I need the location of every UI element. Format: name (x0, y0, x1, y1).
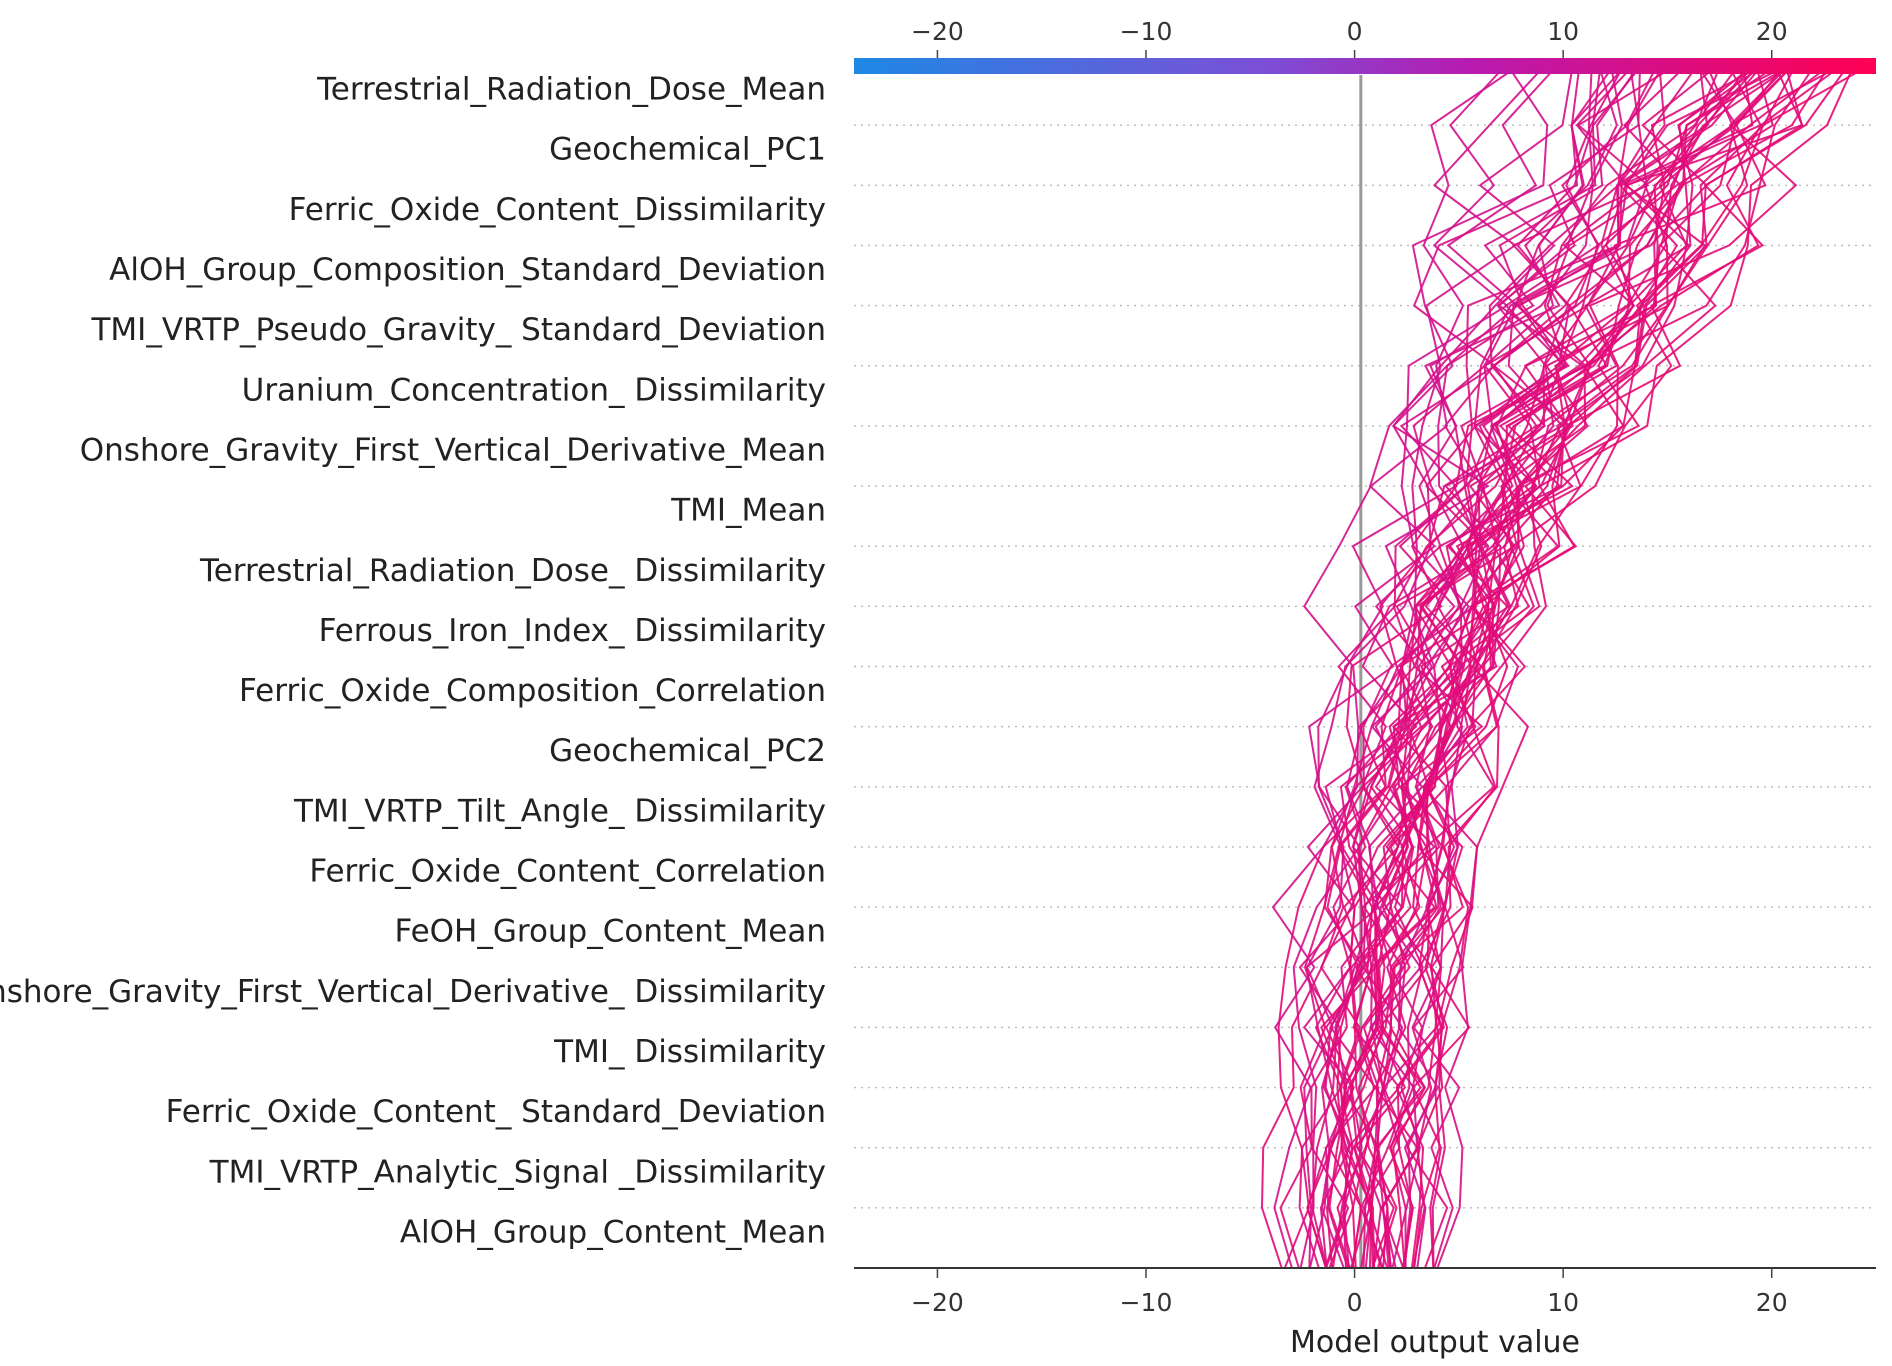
decision-path (1336, 64, 1831, 1269)
decision-path (1311, 64, 1754, 1269)
decision-path (1371, 64, 1641, 1269)
feature-label: Ferric_Oxide_Content_Correlation (309, 854, 826, 890)
decision-path (1412, 64, 1755, 1269)
decision-path (1271, 64, 1521, 1269)
feature-label: Ferrous_Iron_Index_ Dissimilarity (319, 613, 826, 649)
feature-label: TMI_VRTP_Analytic_Signal _Dissimilarity (209, 1154, 826, 1190)
feature-labels: Terrestrial_Radiation_Dose_Mean Geochemic… (0, 72, 826, 1251)
x-tick-label: 20 (1756, 1288, 1788, 1317)
decision-path (1303, 64, 1581, 1269)
decision-path (1292, 64, 1559, 1269)
decision-path (1260, 64, 1789, 1269)
decision-path (1374, 64, 1794, 1269)
decision-path (1322, 64, 1719, 1269)
decision-path (1277, 64, 1793, 1269)
x-axis-ticks: −20 −10 0 10 20 (911, 1268, 1788, 1317)
feature-label: TMI_VRTP_Pseudo_Gravity_ Standard_Deviat… (91, 312, 827, 348)
x-tick-label: −20 (911, 1288, 964, 1317)
top-tick-label: −10 (1120, 17, 1173, 46)
decision-path (1306, 64, 1790, 1269)
top-tick-label: 0 (1347, 17, 1363, 46)
feature-label: Uranium_Concentration_ Dissimilarity (242, 372, 826, 408)
feature-label: Onshore_Gravity_First_Vertical_Derivativ… (80, 432, 826, 468)
feature-label: TMI_VRTP_Tilt_Angle_ Dissimilarity (293, 793, 826, 829)
feature-label: TMI_ Dissimilarity (553, 1034, 826, 1070)
top-tick-label: 20 (1756, 17, 1788, 46)
decision-path (1351, 64, 1843, 1269)
decision-path (1279, 64, 1779, 1269)
decision-path (1375, 64, 1688, 1269)
decision-path (1375, 64, 1749, 1269)
decision-path (1422, 64, 1624, 1269)
colorbar (854, 58, 1876, 74)
decision-path (1362, 64, 1734, 1269)
top-tick-label: 10 (1547, 17, 1579, 46)
decision-path (1367, 64, 1549, 1269)
decision-path (1328, 64, 1764, 1269)
feature-label: AlOH_Group_Composition_Standard_Deviatio… (109, 252, 826, 288)
feature-label: Terrestrial_Radiation_Dose_Mean (316, 72, 826, 108)
decision-path (1310, 64, 1677, 1269)
feature-label: Terrestrial_Radiation_Dose_ Dissimilarit… (199, 553, 826, 589)
feature-label: Ferric_Oxide_Content_Dissimilarity (289, 192, 826, 228)
decision-path (1339, 64, 1740, 1269)
x-axis-title: Model output value (1290, 1325, 1580, 1360)
feature-label: Geochemical_PC1 (549, 132, 826, 168)
feature-label: Ferric_Oxide_Content_ Standard_Deviation (166, 1094, 826, 1130)
decision-path (1357, 64, 1594, 1269)
decision-path (1328, 64, 1756, 1269)
feature-label: Onshore_Gravity_First_Vertical_Derivativ… (0, 974, 826, 1010)
feature-label: TMI_Mean (670, 493, 826, 529)
feature-label: Ferric_Oxide_Composition_Correlation (239, 673, 826, 709)
x-tick-label: 0 (1347, 1288, 1363, 1317)
feature-label: Geochemical_PC2 (549, 733, 826, 769)
decision-path (1380, 64, 1648, 1269)
x-tick-label: 10 (1547, 1288, 1579, 1317)
feature-label: FeOH_Group_Content_Mean (394, 914, 826, 950)
x-tick-label: −10 (1120, 1288, 1173, 1317)
decision-paths (1260, 64, 1871, 1269)
decision-path (1367, 64, 1816, 1269)
feature-label: AlOH_Group_Content_Mean (400, 1214, 826, 1250)
top-tick-label: −20 (911, 17, 964, 46)
top-axis-ticks: −20 −10 0 10 20 (911, 17, 1788, 58)
decision-path (1303, 64, 1547, 1269)
